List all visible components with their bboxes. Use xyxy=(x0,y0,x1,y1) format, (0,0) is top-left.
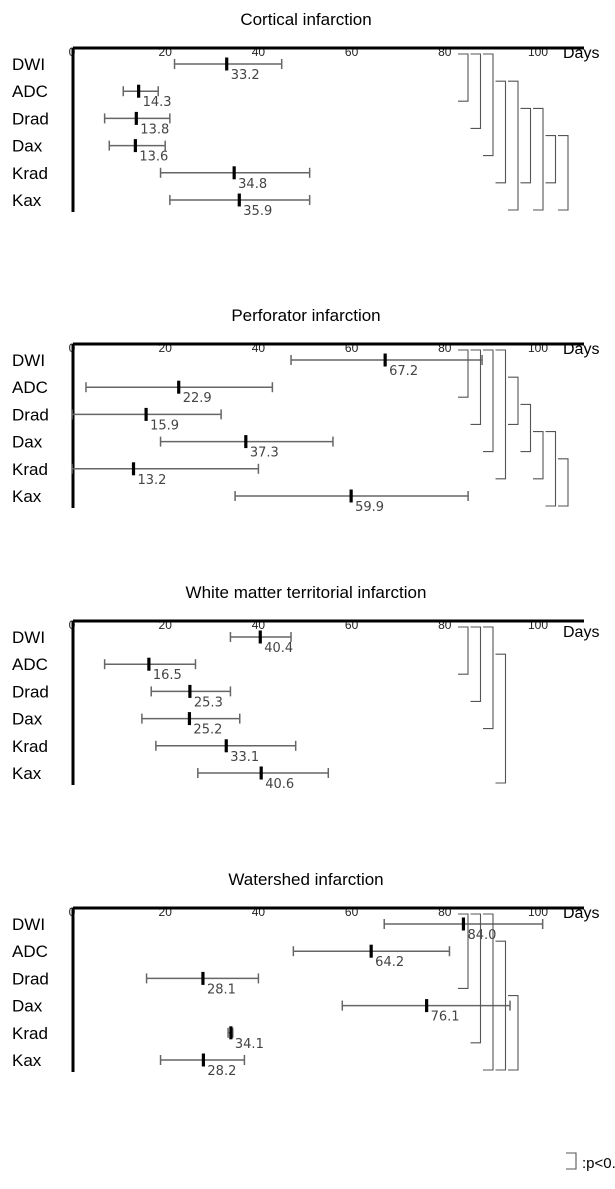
significance-bracket xyxy=(470,626,482,702)
significance-bracket xyxy=(458,349,469,398)
significance-bracket xyxy=(495,349,507,480)
category-label: Kax xyxy=(12,191,42,210)
significance-bracket xyxy=(520,403,532,453)
significance-bracket xyxy=(483,349,494,453)
significance-bracket xyxy=(458,53,469,102)
mean-value-label: 22.9 xyxy=(183,391,212,406)
mean-value-label: 13.2 xyxy=(138,473,167,488)
chart-title: Watershed infarction xyxy=(228,870,383,889)
category-label: DWI xyxy=(12,351,45,370)
mean-value-label: 15.9 xyxy=(150,418,179,433)
mean-value-label: 34.1 xyxy=(235,1037,264,1052)
mean-value-label: 16.5 xyxy=(153,668,182,683)
category-label: Drad xyxy=(12,405,49,424)
category-label: Krad xyxy=(12,460,48,479)
significance-bracket xyxy=(533,431,544,480)
significance-bracket xyxy=(483,913,494,1071)
chart-title: Cortical infarction xyxy=(240,10,371,29)
chart-title: Perforator infarction xyxy=(231,306,380,325)
chart-title: White matter territorial infarction xyxy=(186,583,427,602)
category-label: DWI xyxy=(12,55,45,74)
significance-bracket xyxy=(533,107,544,211)
mean-value-label: 37.3 xyxy=(250,446,279,461)
category-label: DWI xyxy=(12,628,45,647)
mean-value-label: 40.4 xyxy=(264,641,293,656)
category-label: Krad xyxy=(12,164,48,183)
category-label: Dax xyxy=(12,710,43,729)
x-axis-unit-label: Days xyxy=(563,624,599,641)
category-label: DWI xyxy=(12,915,45,934)
significance-bracket xyxy=(470,349,482,425)
mean-value-label: 64.2 xyxy=(375,955,404,970)
significance-bracket xyxy=(483,53,494,157)
mean-value-label: 14.3 xyxy=(143,95,172,110)
significance-bracket xyxy=(495,653,507,784)
mean-value-label: 59.9 xyxy=(355,500,384,515)
significance-bracket xyxy=(558,135,569,211)
category-label: ADC xyxy=(12,655,48,674)
category-label: ADC xyxy=(12,378,48,397)
significance-bracket xyxy=(520,107,532,184)
mean-value-label: 28.2 xyxy=(207,1064,236,1079)
mean-value-label: 25.2 xyxy=(193,723,222,738)
mean-value-label: 40.6 xyxy=(265,777,294,792)
mean-value-label: 33.2 xyxy=(231,68,260,83)
mean-value-label: 25.3 xyxy=(194,695,223,710)
mean-value-label: 28.1 xyxy=(207,982,236,997)
significance-bracket xyxy=(558,458,569,507)
legend-bracket-icon xyxy=(566,1152,577,1170)
category-label: ADC xyxy=(12,82,48,101)
category-label: Krad xyxy=(12,1024,48,1043)
category-label: Kax xyxy=(12,487,42,506)
category-label: Kax xyxy=(12,1051,42,1070)
category-label: Drad xyxy=(12,109,49,128)
significance-bracket xyxy=(495,940,507,1071)
mean-value-label: 84.0 xyxy=(467,928,496,943)
category-label: Drad xyxy=(12,969,49,988)
significance-bracket xyxy=(470,53,482,129)
significance-bracket xyxy=(545,431,557,507)
category-label: Krad xyxy=(12,737,48,756)
significance-bracket xyxy=(458,626,469,675)
significance-bracket xyxy=(483,626,494,730)
legend-label: :p<0.01 xyxy=(582,1155,615,1172)
mean-value-label: 33.1 xyxy=(230,750,259,765)
category-label: Dax xyxy=(12,997,43,1016)
legend: :p<0.01 xyxy=(566,1152,615,1172)
mean-value-label: 13.6 xyxy=(139,150,168,165)
mean-value-label: 13.8 xyxy=(140,122,169,137)
significance-bracket xyxy=(470,913,482,1044)
significance-bracket xyxy=(545,135,557,184)
significance-bracket xyxy=(458,913,469,989)
category-label: Kax xyxy=(12,764,42,783)
category-label: Drad xyxy=(12,682,49,701)
category-label: Dax xyxy=(12,137,43,156)
significance-bracket xyxy=(508,80,519,211)
mean-value-label: 76.1 xyxy=(431,1010,460,1025)
significance-bracket xyxy=(495,80,507,184)
mean-value-label: 35.9 xyxy=(243,204,272,219)
category-label: Dax xyxy=(12,433,43,452)
mean-value-label: 67.2 xyxy=(389,364,418,379)
significance-bracket xyxy=(508,995,519,1071)
significance-bracket xyxy=(508,376,519,425)
category-label: ADC xyxy=(12,942,48,961)
mean-value-label: 34.8 xyxy=(238,177,267,192)
